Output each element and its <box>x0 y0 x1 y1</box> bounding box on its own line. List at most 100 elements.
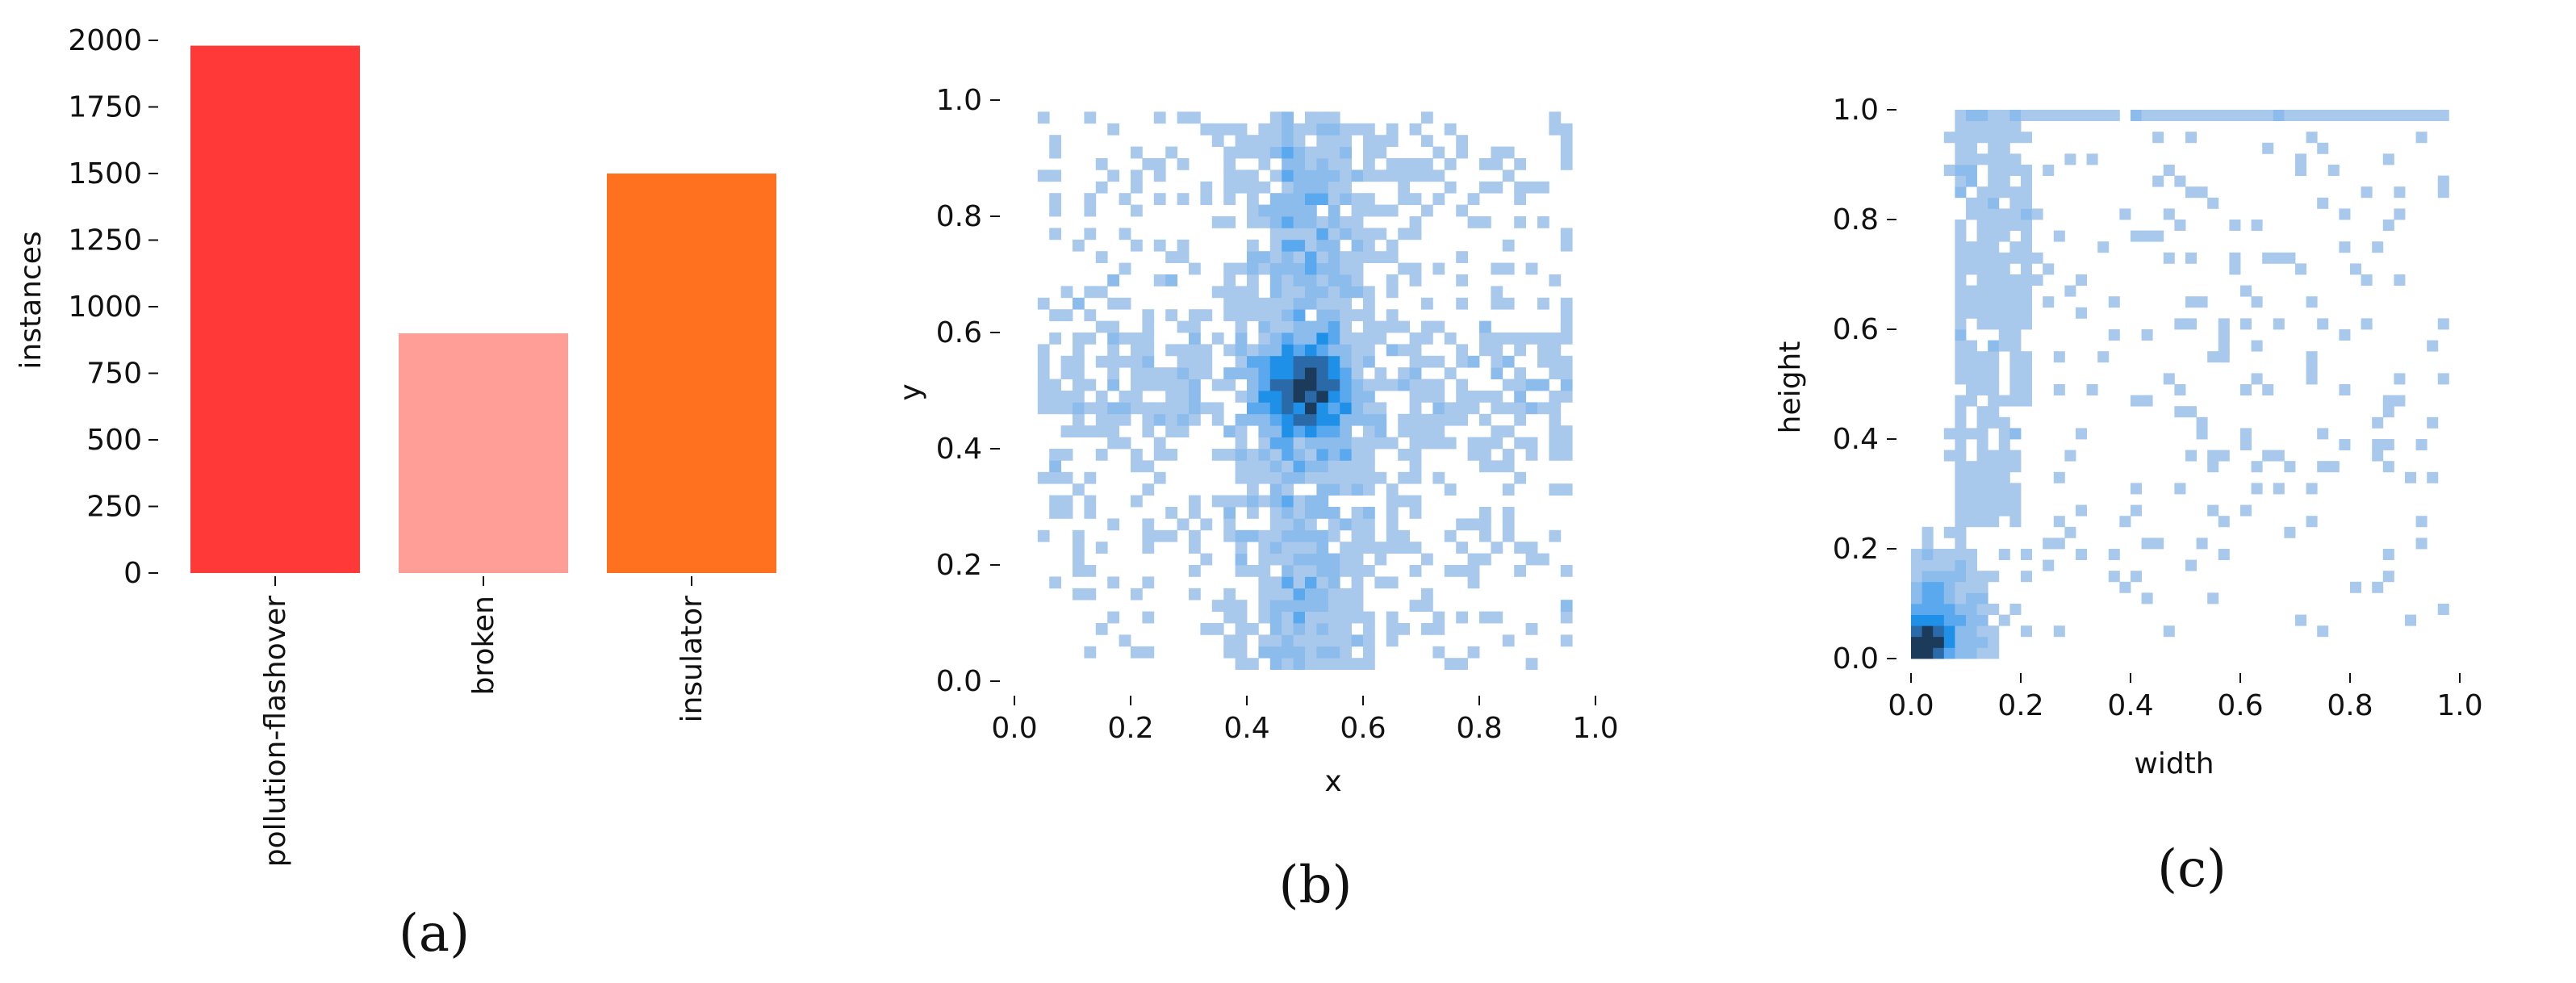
heatmap-cell <box>1491 402 1503 415</box>
heatmap-cell <box>1363 460 1375 473</box>
heatmap-cell <box>1398 228 1410 241</box>
heatmap-cell <box>1189 262 1201 275</box>
heatmap-cell <box>1223 274 1236 287</box>
heatmap-cell <box>1258 542 1271 554</box>
heatmap-cell <box>1316 646 1329 659</box>
heatmap-cell <box>1514 437 1526 450</box>
heatmap-cell <box>1966 504 1977 517</box>
heatmap-cell <box>1073 239 1085 252</box>
heatmap-ytick-label: 0.0 <box>1833 642 1879 676</box>
heatmap-cell <box>1328 367 1340 379</box>
heatmap-cell <box>1142 542 1155 554</box>
heatmap-cell <box>1282 460 1294 473</box>
heatmap-cell <box>2031 274 2043 286</box>
heatmap-cell <box>2163 208 2175 220</box>
heatmap-cell <box>2240 428 2252 440</box>
heatmap-cell <box>2185 296 2197 308</box>
heatmap-cell <box>2382 406 2394 418</box>
heatmap-cell <box>1095 158 1108 170</box>
heatmap-cell <box>1328 553 1340 566</box>
heatmap-cell <box>1386 379 1399 391</box>
heatmap-cell <box>1966 636 1977 648</box>
bar <box>607 174 776 573</box>
heatmap-cell <box>1479 449 1491 461</box>
heatmap-cell <box>1316 658 1329 670</box>
heatmap-cell <box>1340 634 1352 647</box>
heatmap-cell <box>1328 483 1340 496</box>
heatmap-cell <box>1363 135 1375 147</box>
heatmap-cell <box>1305 111 1317 124</box>
heatmap-cell <box>1340 646 1352 659</box>
heatmap-ytick-label: 0.4 <box>1833 423 1879 456</box>
heatmap-cell <box>1351 600 1364 612</box>
heatmap-cell <box>1976 604 1988 615</box>
heatmap-cell <box>1142 460 1155 473</box>
heatmap-cell <box>1316 553 1329 566</box>
heatmap-cell <box>1247 449 1259 461</box>
heatmap-cell <box>1966 395 1977 407</box>
heatmap-cell <box>1316 623 1329 635</box>
heatmap-cell <box>1258 158 1271 170</box>
heatmap-cell <box>1502 355 1515 368</box>
heatmap-cell <box>1235 169 1248 182</box>
heatmap-cell <box>2097 110 2110 121</box>
heatmap-cell <box>1911 604 1922 615</box>
heatmap-cell <box>1374 204 1387 217</box>
heatmap-cell <box>2009 373 2022 385</box>
heatmap-cell <box>1409 379 1422 391</box>
heatmap-cell <box>1282 529 1294 542</box>
heatmap-cell <box>1247 146 1259 159</box>
heatmap-cell <box>1988 362 2000 374</box>
heatmap-cell <box>1316 495 1329 508</box>
heatmap-cell <box>2021 165 2032 176</box>
heatmap-cell <box>1549 402 1562 415</box>
heatmap-cell <box>1966 384 1977 395</box>
heatmap-cell <box>1340 216 1352 228</box>
heatmap-cell <box>1282 379 1294 391</box>
heatmap-cell <box>1293 425 1306 437</box>
heatmap-cell <box>1351 518 1364 531</box>
heatmap-cell <box>1073 413 1085 426</box>
heatmap-cell <box>1560 379 1573 391</box>
heatmap-cell <box>2131 504 2142 517</box>
heatmap-cell <box>1374 413 1387 426</box>
heatmap-cell <box>1988 220 2000 231</box>
heatmap-cell <box>1922 571 1934 583</box>
heatmap-cell <box>1933 647 1945 659</box>
heatmap-cell <box>1386 634 1399 647</box>
heatmap-cell <box>1976 494 1988 505</box>
heatmap-cell <box>1328 634 1340 647</box>
heatmap-cell <box>1131 449 1143 461</box>
heatmap-cell <box>2009 296 2022 308</box>
heatmap-cell <box>1223 146 1236 159</box>
heatmap-cell <box>1269 146 1282 159</box>
heatmap-cell <box>1131 355 1143 368</box>
heatmap-cell <box>2064 110 2076 121</box>
heatmap-cell <box>1351 507 1364 519</box>
heatmap-cell <box>2284 252 2296 264</box>
heatmap-cell <box>1131 495 1143 508</box>
heatmap-cell <box>1293 402 1306 415</box>
heatmap-cell <box>1073 553 1085 566</box>
heatmap-cell <box>1398 367 1410 379</box>
heatmap-cell <box>1988 110 2000 121</box>
heatmap-cell <box>1247 251 1259 263</box>
heatmap-cell <box>2108 571 2120 583</box>
heatmap-cell <box>1955 559 1967 571</box>
heatmap-cell <box>1282 565 1294 577</box>
heatmap-cell <box>1363 542 1375 554</box>
heatmap-cell <box>1165 402 1177 415</box>
heatmap-cell <box>1293 471 1306 484</box>
heatmap-cell <box>1976 373 1988 385</box>
heatmap-cell <box>1988 406 2000 418</box>
heatmap-cell <box>1363 379 1375 391</box>
heatmap-cell <box>1955 230 1967 242</box>
heatmap-cell <box>1398 344 1410 357</box>
heatmap-cell <box>1374 320 1387 333</box>
wh-heatmap-panel: height width 0.0 0.2 0.4 0.6 0.8 1.00.00.20.4… <box>1774 94 2483 899</box>
heatmap-cell <box>1142 355 1155 368</box>
heatmap-cell <box>1282 216 1294 228</box>
heatmap-cell <box>1988 274 2000 286</box>
heatmap-cell <box>1467 449 1480 461</box>
heatmap-cell <box>1966 307 1977 319</box>
